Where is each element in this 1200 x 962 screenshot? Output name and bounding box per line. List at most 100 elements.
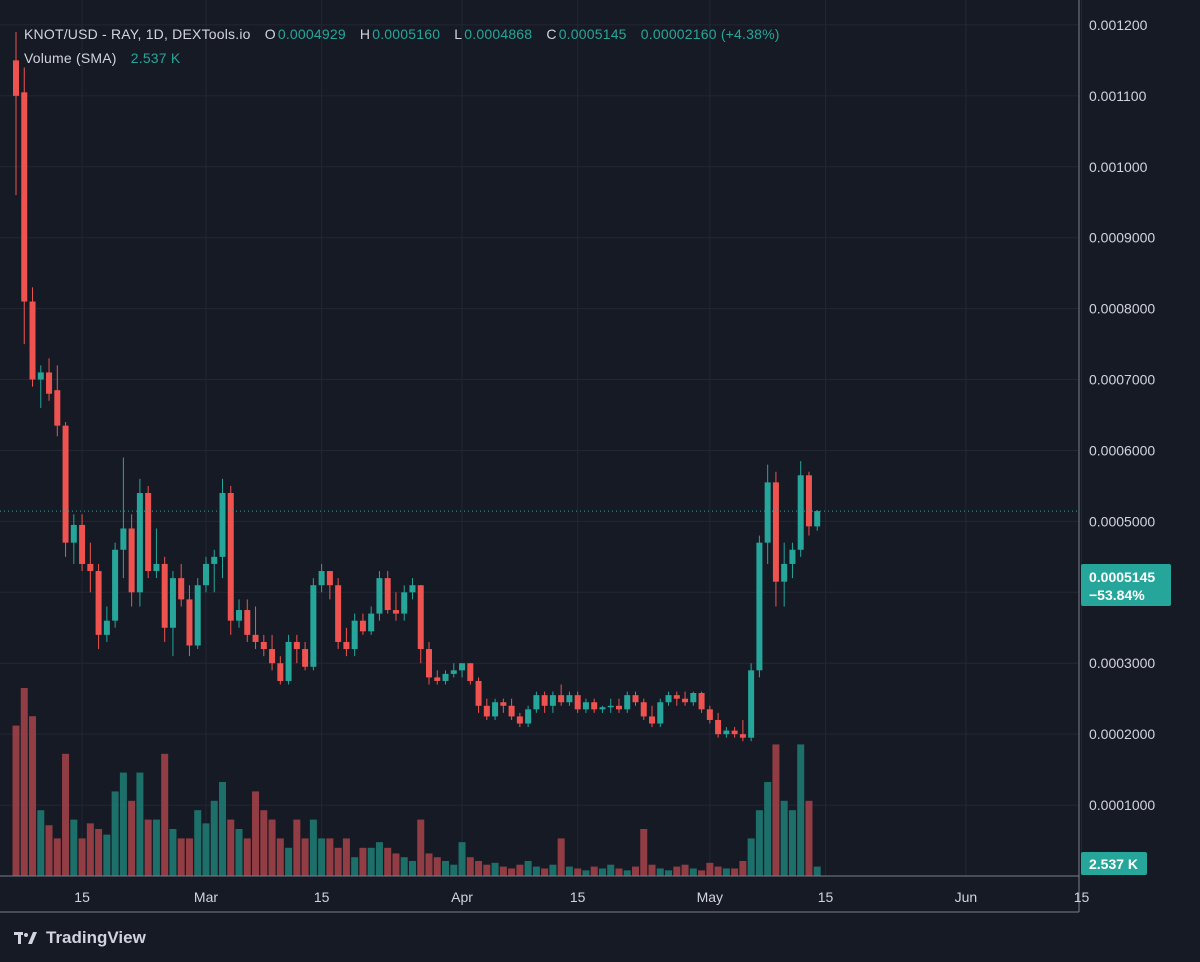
candle-body	[293, 641, 300, 650]
candle-body	[690, 693, 697, 703]
volume-bar	[805, 800, 813, 876]
volume-bar	[450, 864, 458, 876]
volume-bar	[425, 853, 433, 876]
candle-body	[434, 677, 441, 681]
volume-bar	[252, 791, 260, 876]
volume-bar	[375, 842, 383, 876]
candle-body	[244, 610, 251, 635]
volume-bar	[508, 868, 516, 876]
volume-bar	[70, 819, 78, 876]
candle-body	[252, 634, 259, 642]
low-label: L	[454, 26, 463, 42]
volume-bar	[772, 744, 780, 876]
x-tick-label: 15	[1074, 889, 1090, 905]
volume-bar	[103, 834, 111, 876]
volume-bar	[598, 868, 606, 876]
candle-body	[128, 528, 135, 593]
volume-bar	[491, 862, 499, 876]
volume-bar	[384, 847, 392, 876]
volume-bar	[764, 782, 772, 876]
candle-body	[450, 670, 457, 674]
volume-bar	[557, 838, 565, 876]
change-value: 0.00002160 (+4.38%)	[640, 26, 780, 42]
candle-body	[715, 719, 722, 735]
volume-bar	[780, 800, 788, 876]
volume-bar	[458, 842, 466, 876]
volume-bar	[45, 825, 53, 876]
candle-body	[516, 716, 523, 724]
volume-bar	[582, 870, 590, 876]
volume-bar	[714, 866, 722, 876]
candle-body	[236, 610, 243, 621]
candle-body	[459, 663, 466, 671]
volume-bar	[623, 870, 631, 876]
ohlc-legend: KNOT/USD - RAY, 1D, DEXTools.io O 0.00049…	[24, 26, 782, 42]
volume-bar	[367, 847, 375, 876]
volume-bar	[227, 819, 235, 876]
volume-bar	[722, 868, 730, 876]
low-value: 0.0004868	[464, 26, 533, 42]
candle-body	[442, 673, 449, 681]
volume-bar	[392, 853, 400, 876]
volume-badge: 2.537 K	[1081, 852, 1147, 875]
volume-bar	[648, 864, 656, 876]
volume-bar	[260, 810, 268, 876]
volume-bar	[731, 868, 739, 876]
x-tick-label: Apr	[451, 889, 473, 905]
candle-body	[392, 610, 399, 614]
candle-body	[657, 702, 664, 724]
candle-body	[607, 705, 614, 708]
candle-body	[698, 693, 705, 710]
y-tick-label: 0.0007000	[1089, 372, 1155, 388]
tradingview-logo[interactable]: TradingView	[14, 928, 146, 948]
candle-body	[368, 613, 375, 632]
brand-name: TradingView	[46, 928, 146, 947]
x-tick-label: Jun	[955, 889, 978, 905]
volume-bar	[615, 868, 623, 876]
candle-body	[533, 695, 540, 710]
volume-bar	[788, 810, 796, 876]
volume-bar	[12, 725, 20, 876]
candle-body	[194, 585, 201, 646]
y-tick-label: 0.001100	[1089, 88, 1147, 104]
candle-body	[310, 585, 317, 667]
volume-bar	[665, 870, 673, 876]
candle-body	[269, 649, 276, 664]
candle-body	[483, 705, 490, 717]
volume-bar	[607, 864, 615, 876]
volume-badge-value: 2.537 K	[1089, 856, 1138, 872]
volume-bar	[276, 838, 284, 876]
close-label: C	[546, 26, 557, 42]
candle-body	[70, 524, 77, 543]
volume-bar	[20, 688, 28, 876]
candle-body	[37, 372, 44, 380]
candle-body	[574, 695, 581, 710]
volume-bar	[342, 838, 350, 876]
candle-body	[153, 563, 160, 572]
x-tick-label: 15	[818, 889, 834, 905]
candle-body	[376, 578, 383, 614]
price-badge: 0.0005145 −53.84%	[1081, 564, 1171, 606]
candle-body	[417, 585, 424, 650]
candle-body	[558, 695, 565, 703]
volume-bar	[483, 864, 491, 876]
x-tick-label: May	[697, 889, 723, 905]
candle-body	[772, 482, 779, 582]
candle-body	[599, 707, 606, 710]
candle-body	[591, 702, 598, 710]
volume-bar	[309, 819, 317, 876]
candle-body	[756, 542, 763, 671]
candle-body	[318, 571, 325, 586]
volume-bar	[62, 753, 70, 876]
candle-body	[169, 578, 176, 628]
volume-bar	[417, 819, 425, 876]
candle-body	[525, 709, 532, 724]
candle-body	[475, 680, 482, 706]
volume-bar	[177, 838, 185, 876]
candle-body	[13, 60, 19, 96]
volume-bar	[78, 838, 86, 876]
y-tick-label: 0.0009000	[1089, 230, 1155, 246]
candle-body	[566, 695, 573, 703]
volume-bar	[37, 810, 45, 876]
